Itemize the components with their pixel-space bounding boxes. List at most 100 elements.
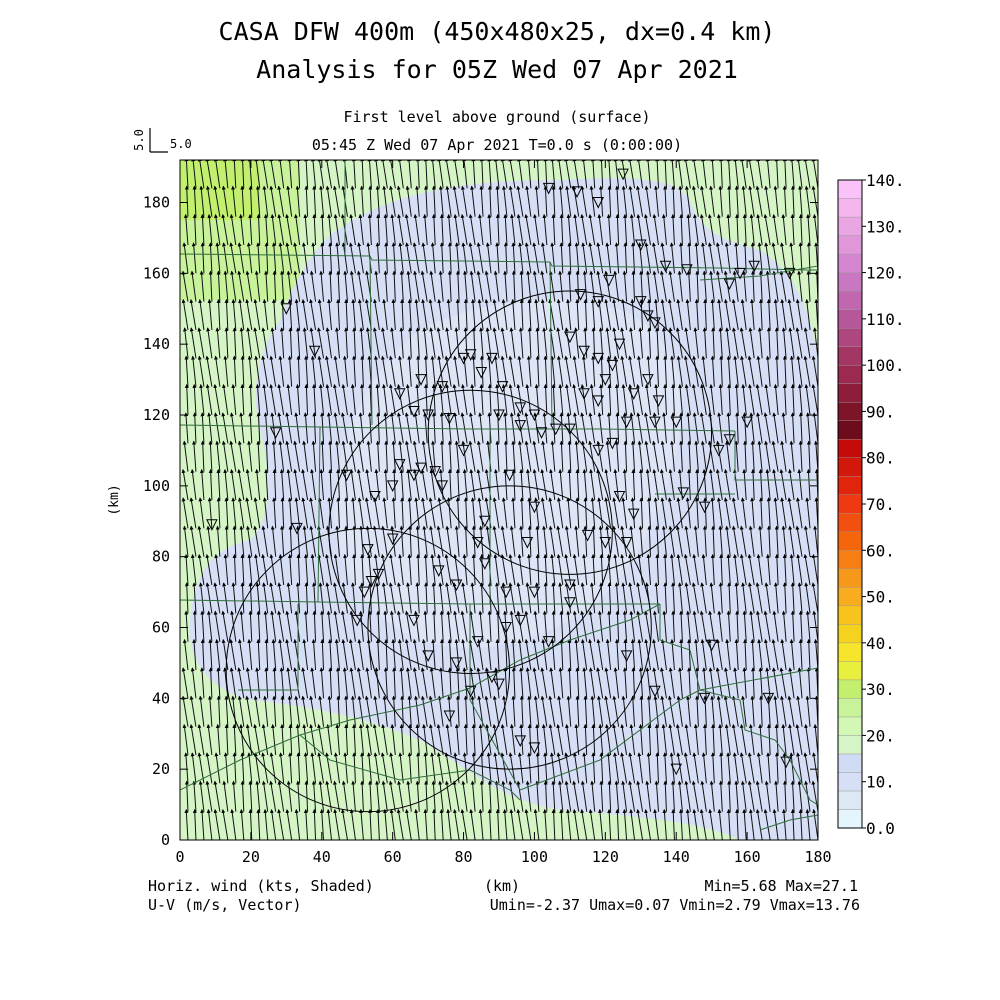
wind-vector <box>333 780 340 812</box>
wind-vector <box>357 638 364 671</box>
wind-vector <box>239 808 245 840</box>
wind-vector <box>239 412 245 444</box>
wind-vector <box>191 160 197 189</box>
colorbar-swatch <box>837 383 863 403</box>
wind-vector <box>348 638 356 671</box>
wind-vector <box>198 780 205 812</box>
wind-vector <box>180 325 181 330</box>
wind-vector <box>388 383 396 416</box>
wind-vector <box>325 185 333 217</box>
wind-vector <box>240 160 245 189</box>
wind-vector <box>801 160 803 161</box>
wind-vector <box>304 582 309 614</box>
wind-vector <box>318 582 325 614</box>
colorbar-swatch <box>837 457 863 477</box>
wind-vector <box>231 582 237 614</box>
colorbar-swatch <box>837 716 863 736</box>
wind-vector <box>352 553 357 586</box>
wind-vector <box>341 638 348 671</box>
wind-vector <box>224 298 229 331</box>
wind-vector <box>269 185 277 217</box>
wind-vector <box>384 638 389 671</box>
wind-vector <box>335 723 340 756</box>
wind-vector <box>397 160 404 189</box>
wind-vector <box>192 383 197 416</box>
wind-vector <box>817 160 818 161</box>
wind-vector <box>271 242 277 274</box>
wind-vector <box>192 582 197 614</box>
wind-vector <box>343 270 348 302</box>
wind-vector <box>198 298 205 331</box>
wind-vector <box>365 525 372 557</box>
wind-vector <box>232 327 237 359</box>
wind-vector <box>373 298 380 331</box>
colorbar-label: 120. <box>866 264 905 283</box>
wind-vector <box>317 497 325 529</box>
wind-vector <box>333 752 340 784</box>
wind-vector <box>304 780 309 812</box>
wind-vector <box>372 723 380 756</box>
wind-vector <box>285 808 293 840</box>
colorbar-swatch <box>837 476 863 495</box>
wind-vector <box>278 752 285 784</box>
wind-vector <box>286 667 293 699</box>
wind-vector <box>207 497 213 529</box>
colorbar: 0.0 10. 20. 30. 40. 50. 60. 70. 80. 90. 100. 110. 12… <box>837 171 905 838</box>
wind-vector <box>311 440 317 472</box>
wind-vector <box>310 752 317 784</box>
wind-vector <box>389 553 396 586</box>
wind-vector <box>237 638 245 671</box>
wind-vector <box>205 752 213 784</box>
wind-vector <box>381 723 388 756</box>
wind-vector <box>248 780 253 812</box>
wind-vector <box>296 553 301 586</box>
wind-vector <box>232 553 237 586</box>
wind-vector <box>317 553 325 586</box>
wind-vector <box>407 355 412 387</box>
wind-vector <box>189 327 197 359</box>
y-tick-label: 0 <box>161 831 170 849</box>
wind-vector <box>223 553 229 586</box>
colorbar-swatch <box>837 568 863 588</box>
wind-vector <box>237 468 245 501</box>
wind-vector <box>343 468 348 501</box>
y-tick-label: 20 <box>152 760 170 778</box>
wind-vector <box>382 695 388 727</box>
wind-vector <box>340 610 348 642</box>
wind-vector <box>278 440 285 472</box>
wind-vector <box>286 582 293 614</box>
wind-vector-field <box>180 160 818 840</box>
wind-vector <box>365 468 372 501</box>
wind-vector <box>230 808 237 840</box>
wind-vector <box>256 213 261 246</box>
wind-vector <box>335 242 340 274</box>
wind-vector <box>382 185 388 217</box>
wind-vector <box>205 780 213 812</box>
wind-vector <box>254 355 261 387</box>
wind-vector <box>223 752 229 784</box>
wind-vector <box>208 270 213 302</box>
wind-vector <box>216 298 221 331</box>
wind-vector <box>205 185 213 217</box>
wind-vector <box>253 752 261 784</box>
wind-vector <box>358 412 364 444</box>
wind-vector <box>348 242 356 274</box>
colorbar-swatch <box>837 624 863 644</box>
wind-vector <box>277 213 285 246</box>
wind-vector <box>304 355 309 387</box>
wind-vector <box>190 752 197 784</box>
wind-vector <box>391 638 396 671</box>
wind-vector <box>248 213 253 246</box>
wind-vector <box>278 638 285 671</box>
wind-vector <box>248 582 253 614</box>
wind-vector <box>285 610 293 642</box>
wind-vector <box>296 780 301 812</box>
wind-vector <box>344 497 349 529</box>
wind-vector <box>367 160 372 189</box>
wind-vector <box>293 667 301 699</box>
wind-vector <box>197 327 205 359</box>
wind-vector <box>381 327 388 359</box>
wind-vector <box>396 808 404 840</box>
wind-vector <box>256 440 261 472</box>
